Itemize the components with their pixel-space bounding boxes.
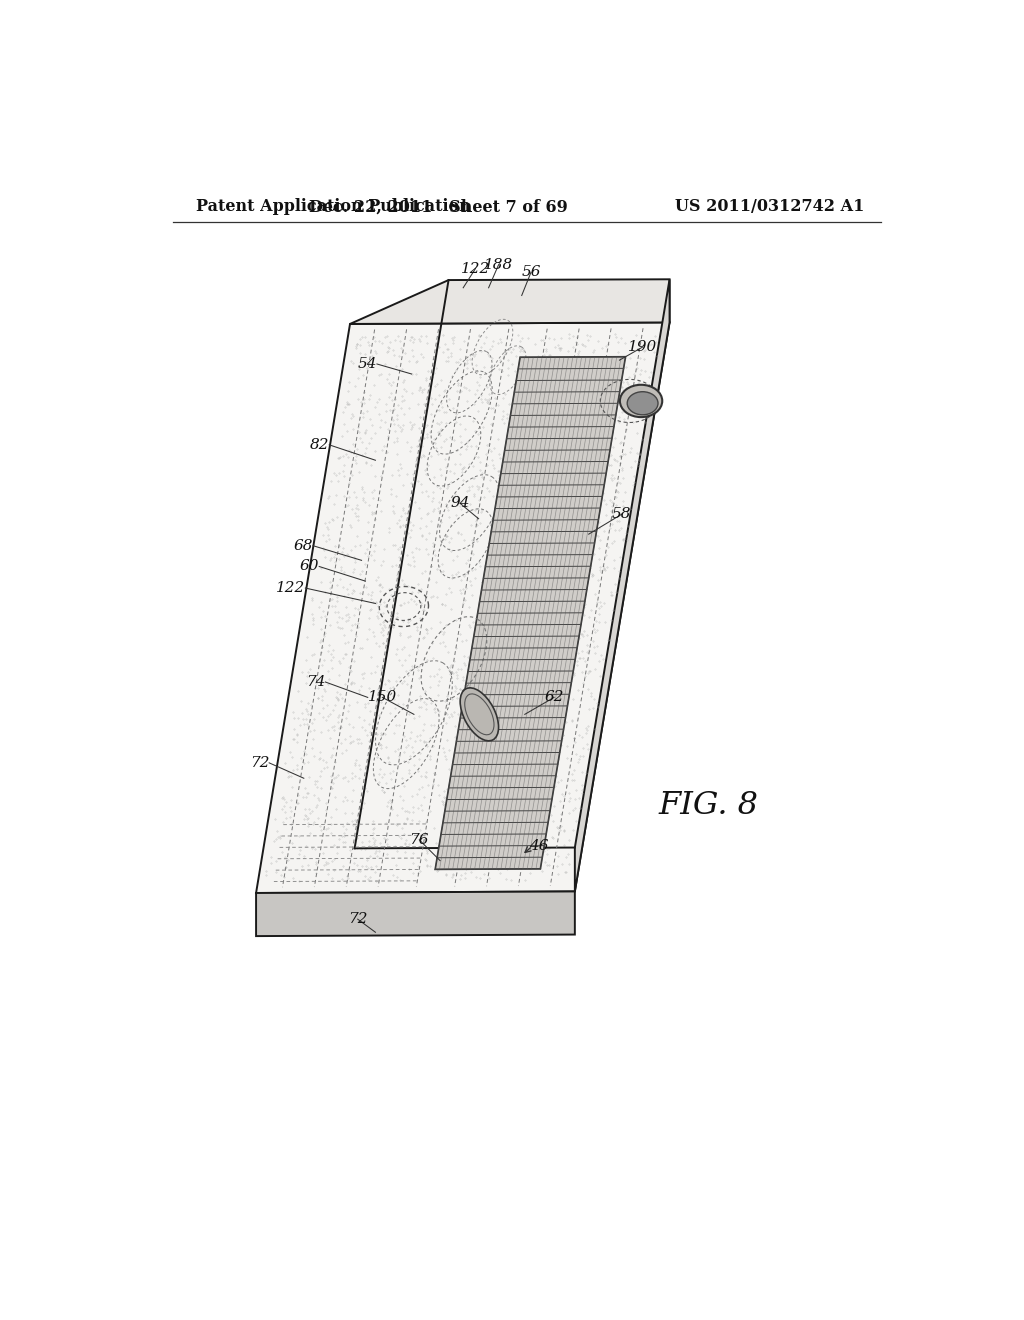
Text: 122: 122 [276,581,305,595]
Text: 58: 58 [612,507,632,521]
Text: 74: 74 [306,675,326,689]
Text: 150: 150 [368,690,397,705]
Text: FIG. 8: FIG. 8 [658,789,758,821]
Polygon shape [350,280,670,323]
Ellipse shape [628,392,658,414]
Text: Dec. 22, 2011   Sheet 7 of 69: Dec. 22, 2011 Sheet 7 of 69 [309,198,568,215]
Text: 68: 68 [294,539,313,553]
Ellipse shape [620,385,663,417]
Polygon shape [256,891,574,936]
Text: 62: 62 [545,690,564,705]
Text: 72: 72 [250,756,269,770]
Text: Patent Application Publication: Patent Application Publication [196,198,471,215]
Text: 56: 56 [521,265,541,280]
Text: 82: 82 [309,438,330,451]
Ellipse shape [460,688,499,741]
Polygon shape [256,322,670,892]
Polygon shape [435,356,626,870]
Text: 46: 46 [529,840,549,853]
Text: 72: 72 [348,912,368,927]
Polygon shape [574,280,670,891]
Text: 190: 190 [628,341,657,354]
Text: 54: 54 [357,356,377,371]
Text: 94: 94 [451,496,470,511]
Text: 76: 76 [410,833,429,847]
Text: 60: 60 [300,560,319,573]
Text: 188: 188 [484,257,513,272]
Text: 122: 122 [461,261,490,276]
Text: US 2011/0312742 A1: US 2011/0312742 A1 [675,198,864,215]
